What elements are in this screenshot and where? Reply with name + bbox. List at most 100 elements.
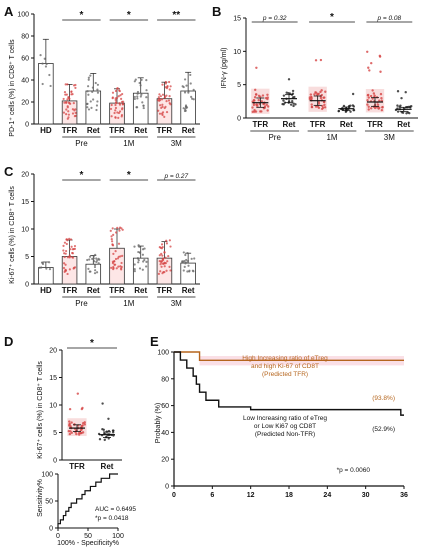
panel-c-dot [71, 248, 74, 251]
panel-a-dot [116, 87, 119, 90]
panel-c-dot [133, 263, 136, 266]
panel-d-roc-xtick-label: 100 [112, 533, 124, 540]
panel-a-dot [185, 106, 189, 109]
panel-c-dot [68, 237, 71, 240]
panel-a-dot [145, 96, 148, 99]
panel-c-dot [118, 229, 121, 232]
panel-d-ytick-label: 0 [53, 458, 57, 465]
panel-c-dot [157, 272, 161, 276]
panel-c-dot [184, 262, 187, 265]
panel-a-dot [140, 78, 143, 81]
panel-c-dot [158, 260, 161, 263]
panel-a-dot [114, 116, 117, 119]
panel-c-dot [114, 231, 118, 234]
panel-b-dot [266, 96, 269, 99]
panel-b-dot [316, 92, 319, 96]
panel-c-dot [110, 235, 113, 238]
panel-a-dot [122, 103, 125, 106]
panel-a-sig-label-1: * [127, 10, 131, 21]
panel-a-dot [158, 112, 162, 115]
panel-c-dot [160, 252, 163, 255]
panel-a-tp-label-2: 3M [171, 139, 182, 148]
panel-d-dot [98, 438, 102, 441]
panel-a-ytick-label: 40 [21, 78, 29, 85]
panel-c-dot [117, 255, 120, 258]
panel-c-dot [63, 255, 66, 259]
panel-c-dot [182, 251, 185, 254]
panel-a-dot [189, 73, 192, 77]
panel-d-roc-ytick-label: 100 [41, 472, 53, 479]
panel-c-ytick-label: 0 [25, 282, 29, 289]
panel-e-ylabel: Probably (%) [155, 403, 162, 443]
panel-a-dot [45, 62, 48, 66]
panel-e-ytick-label: 80 [161, 376, 169, 383]
panel-a-dot [65, 100, 68, 104]
panel-d-dot [68, 423, 71, 426]
panel-a-dot [91, 86, 94, 89]
panel-c-dot [62, 262, 66, 265]
panel-b-dot [369, 107, 373, 110]
panel-b-dot [366, 94, 370, 97]
panel-d-roc-xtick-label: 50 [84, 533, 92, 540]
panel-b-dot [314, 91, 318, 94]
panel-c-sig-label-0: * [79, 170, 83, 181]
panel-c-dot [119, 265, 122, 268]
panel-c-dot [165, 269, 168, 272]
panel-a-dot [96, 88, 99, 91]
panel-b-dot [261, 94, 265, 97]
panel-c-dot [89, 270, 92, 273]
panel-c-dot [111, 227, 114, 230]
panel-a-dot [190, 95, 193, 98]
panel-d-dot [68, 420, 71, 423]
panel-c-dot [141, 253, 144, 256]
panel-c-dot [181, 260, 184, 263]
panel-c-tp-label-1: 1M [123, 299, 134, 308]
panel-d-dot [80, 431, 83, 435]
panel-b-dot [366, 99, 369, 102]
panel-b-dot [406, 111, 410, 114]
panel-c-dot [182, 269, 185, 272]
panel-a-tp-label-1: 1M [123, 139, 134, 148]
panel-a-dot [142, 106, 145, 110]
panel-a-dot [110, 103, 113, 107]
panel-a-dot [86, 90, 89, 93]
panel-b-tp-label-2: 3M [384, 133, 395, 142]
panel-c-tp-label-0: Pre [75, 299, 88, 308]
panel-a-dot [89, 74, 92, 77]
panel-a-dot [165, 110, 169, 114]
panel-d-ylabel: Ki-67⁺ cells (%) in CD8⁺ T cells [37, 361, 44, 459]
panel-b-dot [260, 100, 263, 103]
panel-a-dot [164, 80, 167, 84]
panel-b-dot [321, 106, 325, 109]
panel-c-dot [121, 254, 124, 257]
panel-b-dot [376, 103, 380, 106]
panel-d-dot [70, 421, 73, 424]
panel-e-end-label-1: (52.9%) [372, 426, 395, 433]
panel-a-dot [182, 107, 185, 110]
panel-b-dot [379, 92, 383, 96]
panel-c-dot [161, 262, 165, 265]
panel-a-dot [114, 106, 118, 110]
panel-c-dot [66, 272, 69, 276]
panel-c-dot [158, 254, 161, 257]
panel-b-dot [379, 70, 382, 73]
panel-a-dot [92, 98, 95, 101]
panel-c-sig-label-1: * [127, 170, 131, 181]
panel-c-dot [133, 269, 136, 273]
panel-c-dot [92, 254, 95, 258]
panel-b-dot [251, 106, 254, 109]
panel-e-xtick-label: 36 [400, 492, 408, 499]
panel-a-dot [111, 96, 114, 99]
panel-d-roc-p: *p = 0.0418 [95, 515, 129, 522]
panel-d-dot [68, 407, 72, 411]
panel-c-dot [159, 270, 162, 273]
panel-a-dot [113, 111, 116, 115]
panel-e-series-label-1-0: Low Increasing ratio of eTreg [243, 415, 327, 422]
panel-e-ytick-label: 0 [165, 484, 169, 491]
panel-c-dot [133, 245, 136, 248]
panel-a-dot [183, 78, 187, 81]
panel-e-end-label-0: (93.8%) [372, 395, 395, 402]
panel-a-dot [139, 84, 142, 87]
panel-c-dot [91, 257, 94, 261]
